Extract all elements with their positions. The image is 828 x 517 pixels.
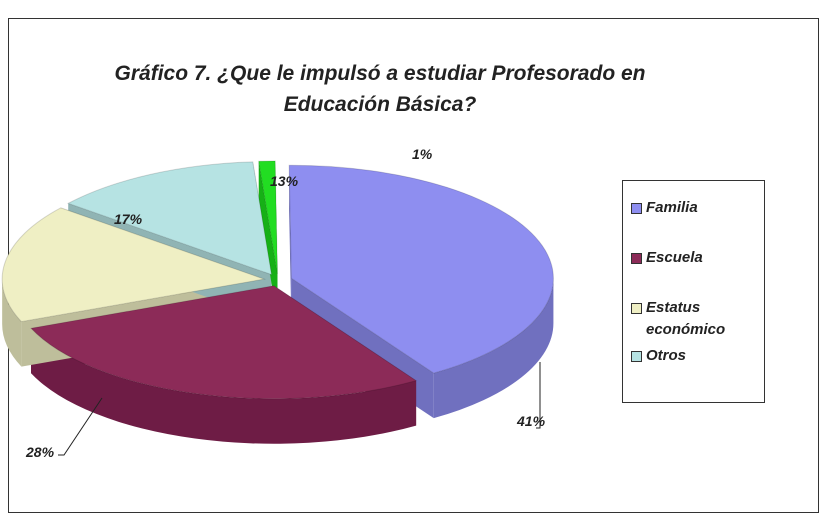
legend-swatch — [631, 203, 642, 214]
slice — [258, 160, 278, 275]
slice-edge — [258, 161, 278, 319]
data-label: 17% — [114, 211, 143, 227]
slice — [66, 161, 273, 276]
legend-item: Estatus económico — [631, 297, 756, 341]
legend-item: Escuela — [631, 247, 756, 269]
data-label: 1% — [412, 146, 433, 162]
legend-label: Estatus económico — [646, 299, 726, 338]
data-label: 13% — [270, 173, 299, 189]
legend-label: Familia — [646, 199, 698, 216]
leader-line — [536, 362, 541, 429]
leader-line — [58, 397, 103, 456]
slice-edge — [289, 165, 292, 324]
legend: Familia Escuela Estatus económico Otros — [622, 180, 765, 403]
slice — [1, 207, 267, 323]
legend-swatch — [631, 303, 642, 314]
slice — [288, 164, 554, 374]
data-label: 28% — [25, 444, 55, 460]
data-label: 41% — [516, 413, 546, 429]
legend-item: Familia — [631, 197, 756, 219]
legend-swatch — [631, 351, 642, 362]
chart-title: Gráfico 7. ¿Que le impulsó a estudiar Pr… — [114, 62, 646, 116]
legend-label: Escuela — [646, 249, 703, 266]
legend-item: Otros — [631, 345, 756, 367]
slice-side — [433, 278, 554, 419]
legend-swatch — [631, 253, 642, 264]
legend-label: Otros — [646, 347, 687, 364]
slice-side — [31, 328, 417, 444]
slice-side — [2, 279, 22, 367]
slice — [30, 285, 418, 400]
